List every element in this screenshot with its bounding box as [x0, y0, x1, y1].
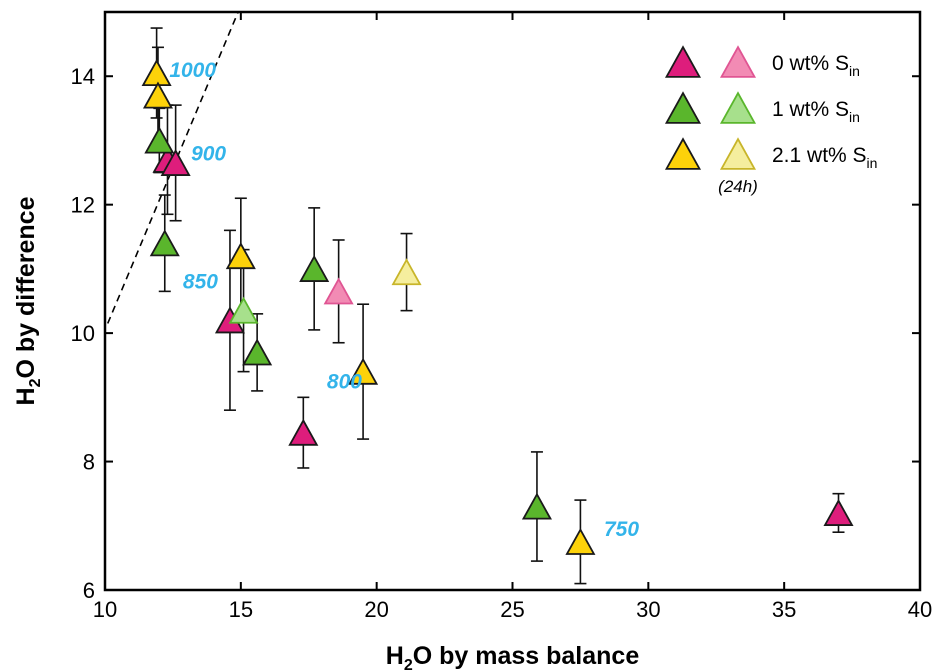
- data-point-triangle: [565, 527, 596, 555]
- x-tick-label: 30: [636, 597, 660, 622]
- data-point-triangle: [141, 59, 172, 87]
- data-point-triangle: [160, 148, 191, 176]
- temperature-annotation: 850: [183, 271, 218, 294]
- x-tick-label: 35: [772, 597, 796, 622]
- data-point-triangle: [823, 498, 854, 526]
- annotations-layer: 1000 900 850 800 750: [169, 59, 639, 541]
- x-axis-label-suffix: O by mass balance: [413, 642, 640, 670]
- data-point-triangle: [225, 242, 256, 270]
- x-tick-label: 40: [908, 597, 932, 622]
- x-axis-label-prefix: H: [386, 642, 404, 670]
- legend-marker-24h: [719, 137, 757, 170]
- x-tick-label: 10: [93, 597, 117, 622]
- y-tick-label: 12: [71, 193, 95, 218]
- data-point-triangle: [242, 338, 273, 366]
- y-axis-label-suffix: O by difference: [12, 196, 40, 378]
- data-point-triangle: [228, 296, 259, 324]
- x-axis-label-sub: 2: [404, 657, 413, 672]
- legend-marker-24h: [719, 45, 757, 78]
- data-point-triangle: [144, 126, 175, 154]
- legend-label: 0 wt% Sin: [772, 52, 860, 79]
- legend-marker: [664, 91, 702, 124]
- data-point-triangle: [348, 357, 379, 385]
- y-tick-label: 10: [71, 321, 95, 346]
- legend-label: 1 wt% Sin: [772, 98, 860, 125]
- temperature-annotation: 800: [327, 370, 362, 393]
- data-point-triangle: [142, 81, 174, 109]
- temperature-annotation: 900: [191, 142, 226, 165]
- y-axis-label-prefix: H: [12, 387, 40, 405]
- legend-marker: [664, 137, 702, 170]
- x-axis-label: H2O by mass balance: [386, 642, 640, 672]
- legend-label: 2.1 wt% Sin: [772, 144, 877, 171]
- data-point-triangle: [288, 418, 319, 446]
- temperature-annotation: 750: [604, 518, 639, 541]
- x-tick-label: 20: [364, 597, 388, 622]
- markers-layer: [141, 59, 854, 555]
- legend: 0 wt% Sin 1 wt% Sin 2.1 wt% Sin (24h): [664, 45, 877, 196]
- data-point-triangle: [391, 258, 422, 286]
- y-tick-label: 8: [83, 450, 95, 475]
- data-point-triangle: [521, 492, 552, 520]
- data-point-triangle: [323, 277, 354, 305]
- legend-marker: [664, 45, 702, 78]
- data-point-triangle: [299, 254, 330, 282]
- data-point-triangle: [149, 229, 180, 257]
- x-tick-label: 15: [229, 597, 253, 622]
- temperature-annotation: 1000: [169, 59, 216, 82]
- y-axis-label: H2O by difference: [12, 196, 44, 405]
- x-tick-label: 25: [500, 597, 524, 622]
- y-tick-label: 14: [71, 64, 95, 89]
- axes-layer: 10 15 20 25 30 35 40 6 8 10 12 14: [71, 12, 932, 622]
- y-axis-label-sub: 2: [27, 378, 44, 387]
- legend-marker-24h: [719, 91, 757, 124]
- y-tick-label: 6: [83, 578, 95, 603]
- legend-note-24h: (24h): [718, 177, 758, 196]
